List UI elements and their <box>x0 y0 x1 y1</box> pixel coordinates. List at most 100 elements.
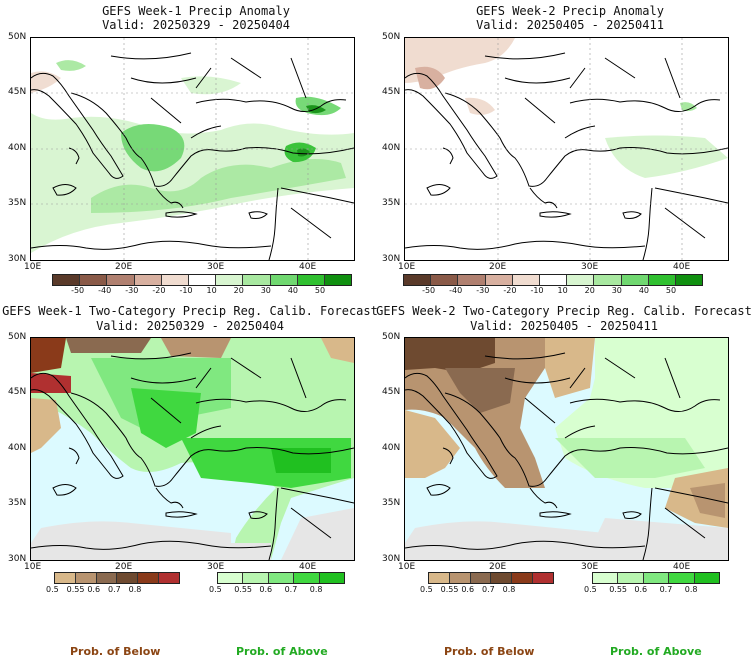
prob-below-swatch <box>96 573 118 583</box>
prob-above-label-week2: Prob. of Above <box>610 645 702 658</box>
tl-title-line1: GEFS Week-1 Precip Anomaly <box>102 4 290 18</box>
lon-label-10e: 10E <box>398 562 416 572</box>
colorbar-tick-label: 0.55 <box>66 585 85 594</box>
colorbar-tick-label: 40 <box>287 286 298 295</box>
prob-below-swatch <box>55 573 76 583</box>
bl-title-line2: Valid: 20250329 - 20250404 <box>96 319 284 333</box>
lon-label-20e: 20E <box>489 262 507 272</box>
anomaly-swatch <box>485 275 513 285</box>
lat-label-30n: 30N <box>382 554 401 564</box>
prob-below-swatch <box>533 573 553 583</box>
lon-label-40e: 40E <box>673 562 691 572</box>
prob-below-swatch <box>159 573 179 583</box>
lat-label-40n: 40N <box>382 443 401 453</box>
prob-above-swatch <box>618 573 644 583</box>
prob-above-swatch <box>643 573 670 583</box>
lat-label-35n: 35N <box>382 198 401 208</box>
colorbar-tick-label: 20 <box>233 286 244 295</box>
map-panel-week2-anomaly <box>404 37 729 261</box>
lon-label-40e: 40E <box>673 262 691 272</box>
prob-above-swatch <box>593 573 619 583</box>
prob-below-swatch <box>117 573 139 583</box>
colorbar-tick-label: 10 <box>557 286 568 295</box>
colorbar-tick-label: 0.8 <box>502 585 516 594</box>
lon-label-20e: 20E <box>115 562 133 572</box>
lat-label-50n: 50N <box>8 332 27 342</box>
prob-below-label-week1: Prob. of Below <box>70 645 161 658</box>
tl-title-line2: Valid: 20250329 - 20250404 <box>102 18 290 32</box>
map-panel-week1-anomaly <box>30 37 355 261</box>
colorbar-tick-label: 30 <box>611 286 622 295</box>
lon-label-10e: 10E <box>24 562 42 572</box>
lon-label-40e: 40E <box>299 562 317 572</box>
colorbar-tick-label: 0.6 <box>634 585 648 594</box>
prob-above-swatch <box>268 573 295 583</box>
anomaly-swatch <box>134 275 162 285</box>
probability-shading <box>405 338 728 560</box>
anomaly-swatch <box>512 275 540 285</box>
prob-above-label-week1: Prob. of Above <box>236 645 328 658</box>
probability-shading <box>31 338 354 560</box>
colorbar-tick-label: -10 <box>530 286 544 295</box>
anomaly-swatch <box>539 275 568 285</box>
lat-label-45n: 45N <box>382 87 401 97</box>
prob-above-colorbar-week2 <box>592 572 720 584</box>
prob-above-swatch <box>218 573 244 583</box>
colorbar-tick-label: 0.5 <box>209 585 222 594</box>
anomaly-swatch <box>161 275 189 285</box>
coastlines <box>31 352 354 560</box>
colorbar-tick-label: 0.55 <box>440 585 459 594</box>
prob-below-swatch <box>75 573 97 583</box>
prob-above-swatch <box>694 573 720 583</box>
map-panel-week1-probability <box>30 337 355 561</box>
lat-label-50n: 50N <box>382 332 401 342</box>
prob-below-swatch <box>429 573 450 583</box>
colorbar-tick-label: 0.8 <box>684 585 698 594</box>
lon-label-10e: 10E <box>24 262 42 272</box>
colorbar-tick-label: 0.7 <box>284 585 298 594</box>
colorbar-tick-label: 0.7 <box>482 585 495 594</box>
lat-label-45n: 45N <box>382 387 401 397</box>
graticule <box>31 38 354 260</box>
colorbar-tick-label: -30 <box>125 286 139 295</box>
lon-label-30e: 30E <box>207 562 225 572</box>
colorbar-tick-label: -30 <box>476 286 490 295</box>
lat-label-30n: 30N <box>8 554 27 564</box>
lon-label-30e: 30E <box>207 262 225 272</box>
lon-label-10e: 10E <box>398 262 416 272</box>
colorbar-tick-label: 40 <box>638 286 649 295</box>
prob-above-colorbar-week1 <box>217 572 345 584</box>
lon-label-20e: 20E <box>115 262 133 272</box>
anomaly-swatch <box>53 275 81 285</box>
lon-label-20e: 20E <box>489 562 507 572</box>
colorbar-tick-label: 50 <box>665 286 677 295</box>
anomaly-colorbar-week2 <box>403 274 703 286</box>
map-panel-week2-probability <box>404 337 729 561</box>
lat-label-50n: 50N <box>382 32 401 42</box>
colorbar-tick-label: 0.7 <box>659 585 673 594</box>
colorbar-tick-label: -40 <box>449 286 463 295</box>
prob-above-swatch <box>669 573 695 583</box>
lat-label-45n: 45N <box>8 87 27 97</box>
prob-below-label-week2: Prob. of Below <box>444 645 535 658</box>
colorbar-tick-label: 0.55 <box>609 585 627 594</box>
anomaly-swatch <box>594 275 622 285</box>
colorbar-tick-label: 20 <box>584 286 595 295</box>
coastlines <box>405 52 728 260</box>
lat-label-30n: 30N <box>8 254 27 264</box>
lat-label-35n: 35N <box>8 198 27 208</box>
colorbar-tick-label: -50 <box>71 286 85 295</box>
anomaly-swatch <box>567 275 595 285</box>
br-title-line2: Valid: 20250405 - 20250411 <box>470 319 658 333</box>
tr-title-line2: Valid: 20250405 - 20250411 <box>476 18 664 32</box>
lat-label-45n: 45N <box>8 387 27 397</box>
anomaly-swatch <box>297 275 325 285</box>
graticule <box>405 38 728 260</box>
prob-below-colorbar-week1 <box>54 572 180 584</box>
bl-title-line1: GEFS Week-1 Two-Category Precip Reg. Cal… <box>2 304 378 318</box>
coastlines <box>405 352 728 560</box>
anomaly-swatch <box>675 275 703 285</box>
colorbar-tick-label: -10 <box>179 286 193 295</box>
coastlines <box>31 52 354 260</box>
anomaly-shading <box>405 38 728 178</box>
